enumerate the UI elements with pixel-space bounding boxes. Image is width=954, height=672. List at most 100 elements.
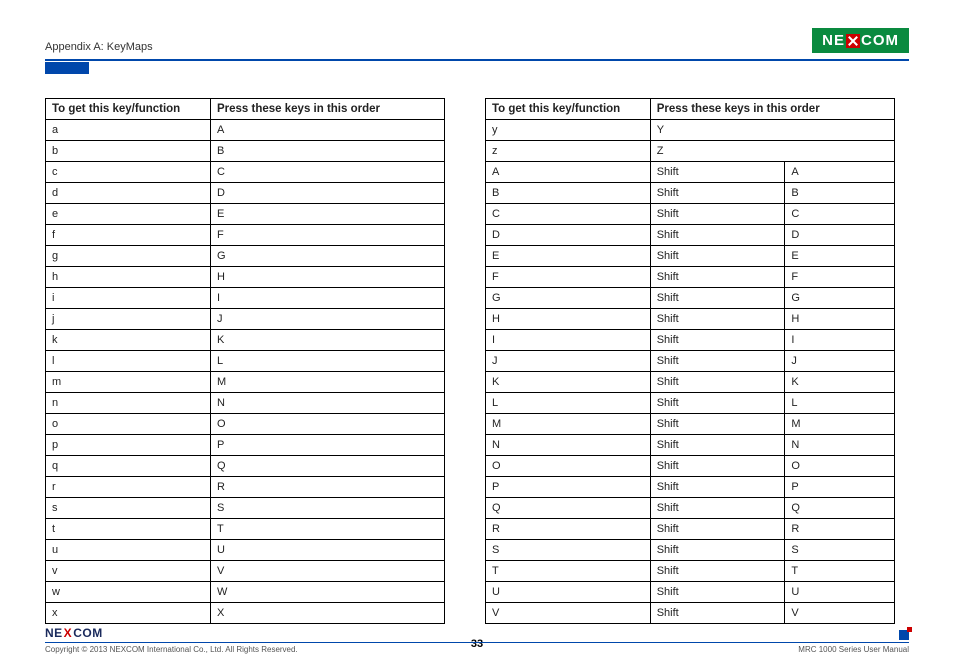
table-cell: Shift xyxy=(650,393,785,414)
table-cell: A xyxy=(785,162,895,183)
table-cell: B xyxy=(486,183,651,204)
table-cell: Shift xyxy=(650,330,785,351)
table-cell: Z xyxy=(650,141,894,162)
table-row: vV xyxy=(46,561,445,582)
table-cell: K xyxy=(785,372,895,393)
table-cell: R xyxy=(785,519,895,540)
table-cell: Shift xyxy=(650,540,785,561)
table-row: mM xyxy=(46,372,445,393)
table-cell: Shift xyxy=(650,309,785,330)
table-row: OShiftO xyxy=(486,456,895,477)
table-row: rR xyxy=(46,477,445,498)
table-row: SShiftS xyxy=(486,540,895,561)
table-cell: A xyxy=(211,120,445,141)
table-cell: M xyxy=(486,414,651,435)
table-row: oO xyxy=(46,414,445,435)
table-cell: H xyxy=(785,309,895,330)
table-cell: Shift xyxy=(650,162,785,183)
table-row: VShiftV xyxy=(486,603,895,624)
copyright-text: Copyright © 2013 NEXCOM International Co… xyxy=(45,645,298,654)
table-cell: T xyxy=(785,561,895,582)
table-cell: R xyxy=(211,477,445,498)
table-cell: F xyxy=(211,225,445,246)
table-cell: F xyxy=(486,267,651,288)
table-cell: a xyxy=(46,120,211,141)
table-cell: L xyxy=(785,393,895,414)
table-cell: I xyxy=(486,330,651,351)
footer-logo: NEXCOM xyxy=(45,626,103,640)
tab-marker xyxy=(45,62,89,74)
table-cell: Shift xyxy=(650,267,785,288)
table-cell: S xyxy=(486,540,651,561)
table-cell: P xyxy=(211,435,445,456)
table-cell: T xyxy=(486,561,651,582)
table-row: aA xyxy=(46,120,445,141)
table-row: xX xyxy=(46,603,445,624)
column-header: To get this key/function xyxy=(46,99,211,120)
table-cell: q xyxy=(46,456,211,477)
table-cell: n xyxy=(46,393,211,414)
table-cell: Shift xyxy=(650,414,785,435)
footer-logo-x: X xyxy=(64,626,73,640)
table-cell: E xyxy=(211,204,445,225)
table-cell: Shift xyxy=(650,225,785,246)
table-cell: Shift xyxy=(650,519,785,540)
table-cell: Y xyxy=(650,120,894,141)
table-row: nN xyxy=(46,393,445,414)
table-cell: H xyxy=(486,309,651,330)
table-cell: Shift xyxy=(650,204,785,225)
table-cell: H xyxy=(211,267,445,288)
table-cell: N xyxy=(211,393,445,414)
table-row: gG xyxy=(46,246,445,267)
table-row: eE xyxy=(46,204,445,225)
table-cell: Shift xyxy=(650,603,785,624)
table-cell: t xyxy=(46,519,211,540)
table-cell: G xyxy=(486,288,651,309)
keymap-table-left: To get this key/functionPress these keys… xyxy=(45,98,445,624)
table-cell: x xyxy=(46,603,211,624)
table-cell: Shift xyxy=(650,456,785,477)
table-cell: Q xyxy=(211,456,445,477)
table-row: JShiftJ xyxy=(486,351,895,372)
table-cell: m xyxy=(46,372,211,393)
table-cell: E xyxy=(785,246,895,267)
table-cell: D xyxy=(486,225,651,246)
table-row: DShiftD xyxy=(486,225,895,246)
table-row: PShiftP xyxy=(486,477,895,498)
table-cell: E xyxy=(486,246,651,267)
table-cell: Shift xyxy=(650,246,785,267)
table-cell: O xyxy=(211,414,445,435)
table-row: GShiftG xyxy=(486,288,895,309)
table-cell: Q xyxy=(486,498,651,519)
table-row: dD xyxy=(46,183,445,204)
table-row: zZ xyxy=(486,141,895,162)
table-cell: g xyxy=(46,246,211,267)
table-row: bB xyxy=(46,141,445,162)
table-cell: z xyxy=(486,141,651,162)
keymap-table-right: To get this key/functionPress these keys… xyxy=(485,98,895,624)
table-cell: b xyxy=(46,141,211,162)
table-row: wW xyxy=(46,582,445,603)
column-header: Press these keys in this order xyxy=(650,99,894,120)
table-row: lL xyxy=(46,351,445,372)
table-cell: v xyxy=(46,561,211,582)
table-cell: N xyxy=(486,435,651,456)
header-rule xyxy=(45,59,909,61)
table-row: fF xyxy=(46,225,445,246)
table-row: KShiftK xyxy=(486,372,895,393)
table-cell: U xyxy=(486,582,651,603)
table-cell: W xyxy=(211,582,445,603)
table-row: yY xyxy=(486,120,895,141)
logo-text-left: NE xyxy=(822,32,845,49)
table-row: NShiftN xyxy=(486,435,895,456)
table-cell: M xyxy=(211,372,445,393)
table-row: tT xyxy=(46,519,445,540)
table-row: QShiftQ xyxy=(486,498,895,519)
table-cell: f xyxy=(46,225,211,246)
table-cell: d xyxy=(46,183,211,204)
table-cell: V xyxy=(486,603,651,624)
table-cell: J xyxy=(211,309,445,330)
table-cell: U xyxy=(211,540,445,561)
table-cell: Shift xyxy=(650,477,785,498)
table-cell: i xyxy=(46,288,211,309)
